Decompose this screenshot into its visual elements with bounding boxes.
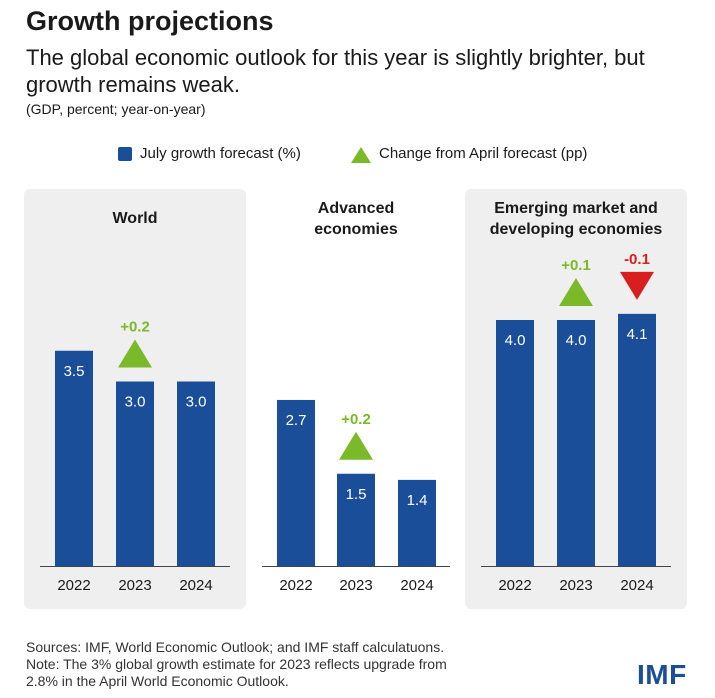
units-note: (GDP, percent; year-on-year) xyxy=(26,101,206,117)
bar-value-label: 1.4 xyxy=(407,492,428,509)
x-tick-label: 2023 xyxy=(339,577,372,594)
footer-note: Note: The 3% global growth estimate for … xyxy=(26,656,447,672)
change-label: +0.1 xyxy=(561,257,591,274)
bar xyxy=(496,320,534,566)
change-down-triangle xyxy=(620,271,654,300)
panel-title: Emerging market and xyxy=(494,200,658,217)
bar-value-label: 3.0 xyxy=(125,394,146,411)
x-tick-label: 2024 xyxy=(620,577,653,594)
bar xyxy=(557,320,595,566)
panel-title: economies xyxy=(314,221,398,238)
x-tick-label: 2024 xyxy=(400,577,433,594)
imf-logo: IMF xyxy=(637,659,687,690)
legend-bar-label: July growth forecast (%) xyxy=(140,145,301,162)
change-label: -0.1 xyxy=(624,251,650,268)
bar xyxy=(116,381,154,566)
bar-value-label: 3.0 xyxy=(186,394,207,411)
panel-title: developing economies xyxy=(490,221,663,238)
bar-value-label: 4.0 xyxy=(505,332,526,349)
bar xyxy=(177,381,215,566)
change-label: +0.2 xyxy=(120,319,150,336)
bar-value-label: 4.1 xyxy=(627,326,648,343)
x-tick-label: 2023 xyxy=(118,577,151,594)
panel-title: Advanced xyxy=(318,200,394,217)
bar-value-label: 1.5 xyxy=(346,486,367,503)
legend-bar-swatch xyxy=(118,147,132,161)
bar-value-label: 2.7 xyxy=(286,412,307,429)
chart-subtitle: The global economic outlook for this yea… xyxy=(26,45,645,97)
x-tick-label: 2022 xyxy=(279,577,312,594)
bar xyxy=(398,479,436,566)
chart-title: Growth projections xyxy=(26,6,274,36)
bar xyxy=(277,399,315,566)
bar xyxy=(618,313,656,566)
bar-value-label: 4.0 xyxy=(566,332,587,349)
legend-triangle-label: Change from April forecast (pp) xyxy=(379,145,588,162)
bar xyxy=(55,350,93,566)
footer-notes: Sources: IMF, World Economic Outlook; an… xyxy=(26,639,447,690)
bar-value-label: 3.5 xyxy=(64,363,85,380)
change-up-triangle xyxy=(559,278,593,306)
x-tick-label: 2023 xyxy=(559,577,592,594)
change-label: +0.2 xyxy=(341,411,371,428)
footer-sources: Sources: IMF, World Economic Outlook; an… xyxy=(26,639,445,655)
footer-note-cont: 2.8% in the April World Economic Outlook… xyxy=(26,673,289,689)
legend-triangle-icon xyxy=(351,147,371,163)
x-tick-label: 2022 xyxy=(498,577,531,594)
change-up-triangle xyxy=(339,431,373,460)
x-tick-label: 2024 xyxy=(179,577,212,594)
bar xyxy=(337,473,375,566)
panel-title: World xyxy=(112,210,157,227)
x-tick-label: 2022 xyxy=(57,577,90,594)
change-up-triangle xyxy=(118,339,152,368)
